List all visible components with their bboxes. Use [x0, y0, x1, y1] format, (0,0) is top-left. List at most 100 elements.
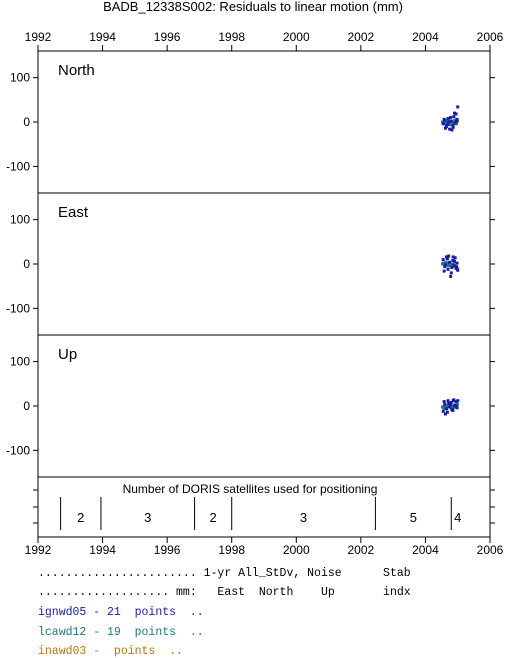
- x-tick-label-bottom: 1998: [218, 543, 245, 557]
- satellite-panel-title: Number of DORIS satellites used for posi…: [123, 482, 378, 496]
- data-point-lcawd12: [449, 263, 453, 267]
- x-tick-label-bottom: 1996: [154, 543, 181, 557]
- panel-frame-east: [37, 192, 491, 336]
- data-point-lcawd12: [446, 404, 450, 408]
- x-tick-label-top: 1994: [89, 30, 116, 44]
- data-point-ignwd05: [446, 267, 450, 271]
- satellite-count-label: 4: [454, 510, 461, 525]
- data-point-lcawd12: [441, 262, 445, 266]
- data-point-ignwd05: [454, 405, 458, 409]
- data-point-ignwd05: [451, 258, 455, 262]
- data-point-ignwd05: [447, 254, 451, 258]
- data-point-ignwd05: [441, 122, 445, 126]
- data-point-ignwd05: [454, 265, 458, 269]
- data-point-ignwd05: [450, 128, 454, 132]
- data-point-ignwd05: [455, 261, 459, 265]
- data-point-ignwd05: [448, 127, 452, 131]
- data-point-ignwd05: [451, 255, 455, 259]
- data-point-ignwd05: [454, 119, 458, 123]
- residuals-chart: 1992 1994 1996 1998 2000 2002 2004 2006North100…: [6, 30, 504, 557]
- data-point-ignwd05: [450, 266, 454, 270]
- y-tick-label: -100: [6, 301, 30, 315]
- data-point-ignwd05: [452, 111, 456, 115]
- x-tick-label-bottom: 2006: [477, 543, 504, 557]
- satellite-count-label: 5: [410, 510, 417, 525]
- data-point-ignwd05: [447, 120, 451, 124]
- x-tick-label-top: 1998: [218, 30, 245, 44]
- data-point-ignwd05: [447, 401, 451, 405]
- x-tick-label-top: 1996: [154, 30, 181, 44]
- data-point-ignwd05: [443, 263, 447, 267]
- legend-row-lcawd12: lcawd12 - 19 points ..: [38, 626, 204, 639]
- data-point-ignwd05: [442, 117, 446, 121]
- data-point-ignwd05: [441, 409, 445, 413]
- x-tick-label-top: 2000: [283, 30, 310, 44]
- data-point-ignwd05: [449, 271, 453, 275]
- data-point-ignwd05: [443, 126, 447, 130]
- data-point-ignwd05: [451, 399, 455, 403]
- data-point-ignwd05: [449, 119, 453, 123]
- data-point-ignwd05: [444, 407, 448, 411]
- data-point-ignwd05: [452, 259, 456, 263]
- data-point-lcawd12: [441, 405, 445, 409]
- data-point-lcawd12: [453, 118, 457, 122]
- chart-title: BADB_12338S002: Residuals to linear moti…: [103, 0, 403, 14]
- data-point-ignwd05: [456, 399, 460, 403]
- data-point-ignwd05: [454, 400, 458, 404]
- panel-frame-north: [37, 50, 491, 194]
- y-tick-label: 100: [10, 213, 30, 227]
- data-point-lcawd12: [451, 262, 455, 266]
- satellite-count-label: 3: [144, 510, 151, 525]
- data-point-lcawd12: [444, 260, 448, 264]
- panel-label-up: Up: [58, 346, 77, 363]
- data-point-ignwd05: [449, 116, 453, 120]
- y-tick-label: 100: [10, 355, 30, 369]
- data-point-ignwd05: [443, 412, 447, 416]
- data-point-lcawd12: [441, 120, 445, 124]
- data-point-ignwd05: [454, 266, 458, 270]
- data-point-ignwd05: [454, 112, 458, 116]
- y-tick-label: 0: [23, 257, 30, 271]
- satellite-count-label: 3: [300, 510, 307, 525]
- y-tick-label: 0: [23, 115, 30, 129]
- y-tick-label: 100: [10, 71, 30, 85]
- data-point-ignwd05: [445, 257, 449, 261]
- data-point-ignwd05: [456, 105, 460, 109]
- legend-header-2: ................... mm: East North Up in…: [38, 586, 411, 599]
- data-point-lcawd12: [447, 263, 451, 267]
- x-tick-label-top: 2006: [477, 30, 504, 44]
- x-tick-label-top: 2002: [348, 30, 375, 44]
- panel-label-north: North: [58, 62, 95, 79]
- data-point-ignwd05: [443, 402, 447, 406]
- data-point-ignwd05: [453, 121, 457, 125]
- data-point-ignwd05: [442, 269, 446, 273]
- data-point-lcawd12: [444, 405, 448, 409]
- data-point-lcawd12: [446, 261, 450, 265]
- data-point-ignwd05: [441, 258, 445, 262]
- legend-row-ignwd05: ignwd05 - 21 points ..: [38, 606, 204, 619]
- satellite-count-label: 2: [77, 510, 84, 525]
- data-point-ignwd05: [444, 124, 448, 128]
- panel-frame-up: [37, 334, 491, 478]
- data-point-ignwd05: [451, 124, 455, 128]
- y-tick-label: -100: [6, 443, 30, 457]
- panel-label-east: East: [58, 204, 89, 221]
- data-point-ignwd05: [445, 123, 449, 127]
- legend-header-1: ....................... 1-yr All_StDv, N…: [38, 567, 411, 580]
- data-point-ignwd05: [445, 410, 449, 414]
- x-tick-label-bottom: 2004: [412, 543, 439, 557]
- data-point-ignwd05: [451, 125, 455, 129]
- data-point-lcawd12: [448, 123, 452, 127]
- data-point-ignwd05: [455, 117, 459, 121]
- satellite-count-label: 2: [210, 510, 217, 525]
- data-point-ignwd05: [452, 404, 456, 408]
- data-point-ignwd05: [456, 268, 460, 272]
- data-point-ignwd05: [444, 255, 448, 259]
- data-point-ignwd05: [442, 400, 446, 404]
- data-point-lcawd12: [455, 402, 459, 406]
- data-point-ignwd05: [443, 265, 447, 269]
- data-point-lcawd12: [451, 405, 455, 409]
- data-point-ignwd05: [452, 115, 456, 119]
- data-point-lcawd12: [442, 407, 446, 411]
- data-point-ignwd05: [449, 274, 453, 278]
